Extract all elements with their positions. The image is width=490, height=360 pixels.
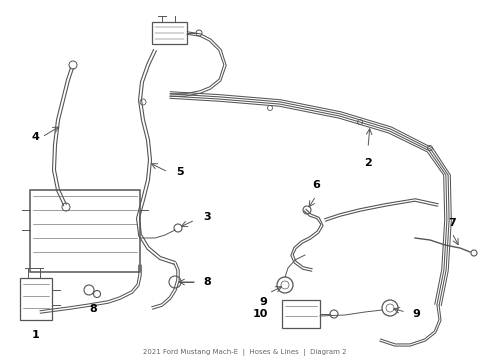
Text: 8: 8 (203, 277, 211, 287)
Text: 7: 7 (448, 218, 456, 228)
Text: 9: 9 (259, 297, 267, 307)
Text: 4: 4 (31, 132, 39, 142)
Text: 3: 3 (203, 212, 211, 222)
Text: 9: 9 (412, 309, 420, 319)
Text: 8: 8 (89, 304, 97, 314)
Bar (30, 190, 140, 272)
Text: 2: 2 (364, 158, 372, 168)
Text: 2021 Ford Mustang Mach-E  |  Hoses & Lines  |  Diagram 2: 2021 Ford Mustang Mach-E | Hoses & Lines… (143, 349, 347, 356)
Text: 1: 1 (32, 330, 40, 340)
Text: 10: 10 (253, 309, 268, 319)
Bar (282, 300, 320, 328)
Text: 5: 5 (176, 167, 184, 177)
Text: 6: 6 (312, 180, 320, 190)
Bar (20, 278, 52, 320)
Bar (152, 22, 187, 44)
